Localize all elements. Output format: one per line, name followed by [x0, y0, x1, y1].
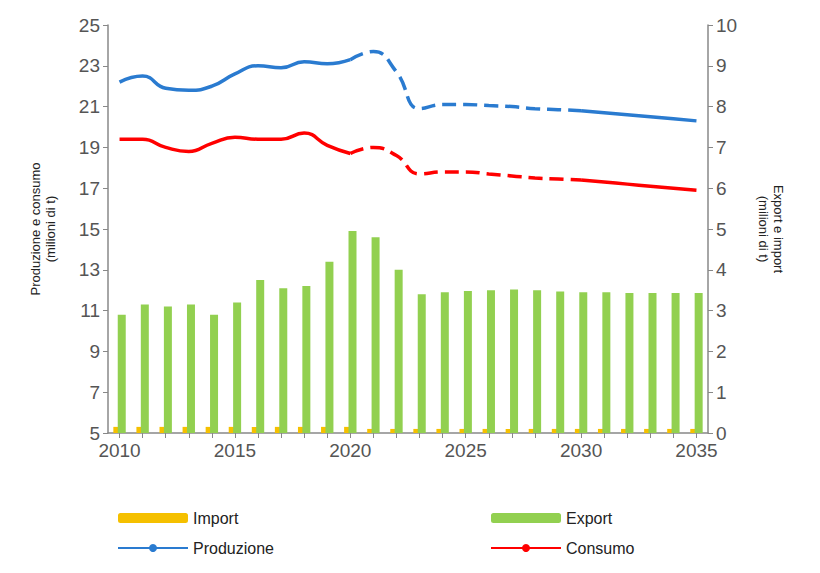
svg-text:2015: 2015: [214, 440, 256, 461]
svg-text:(milioni di t): (milioni di t): [43, 196, 58, 262]
svg-text:Export: Export: [566, 510, 613, 527]
svg-text:2035: 2035: [675, 440, 717, 461]
svg-text:11: 11: [80, 300, 100, 321]
svg-text:7: 7: [89, 382, 100, 403]
svg-text:8: 8: [716, 96, 727, 117]
svg-text:13: 13: [79, 259, 100, 280]
svg-text:5: 5: [89, 422, 100, 444]
svg-text:19: 19: [79, 137, 100, 158]
svg-text:21: 21: [79, 96, 100, 117]
svg-text:6: 6: [716, 178, 727, 199]
svg-text:2025: 2025: [445, 440, 487, 461]
svg-text:Produzione e consumo: Produzione e consumo: [28, 163, 43, 296]
svg-text:23: 23: [79, 55, 100, 76]
svg-text:17: 17: [79, 178, 100, 199]
svg-text:2: 2: [716, 341, 727, 362]
svg-text:4: 4: [716, 259, 727, 280]
svg-text:2010: 2010: [98, 440, 140, 461]
svg-text:5: 5: [716, 219, 727, 240]
svg-text:7: 7: [716, 137, 727, 158]
svg-text:Consumo: Consumo: [566, 540, 635, 557]
svg-text:0: 0: [716, 422, 727, 444]
svg-text:3: 3: [716, 300, 727, 321]
svg-text:9: 9: [716, 55, 727, 76]
svg-text:Produzione: Produzione: [193, 540, 274, 557]
svg-text:Import: Import: [193, 510, 239, 527]
svg-text:25: 25: [79, 15, 100, 36]
svg-text:9: 9: [89, 341, 100, 362]
svg-text:(milioni di t): (milioni di t): [756, 196, 771, 262]
svg-text:10: 10: [716, 15, 737, 36]
svg-text:2020: 2020: [329, 440, 371, 461]
svg-text:1: 1: [716, 382, 727, 403]
svg-text:Export e import: Export e import: [771, 185, 786, 274]
svg-text:15: 15: [79, 219, 100, 240]
svg-text:2030: 2030: [560, 440, 602, 461]
